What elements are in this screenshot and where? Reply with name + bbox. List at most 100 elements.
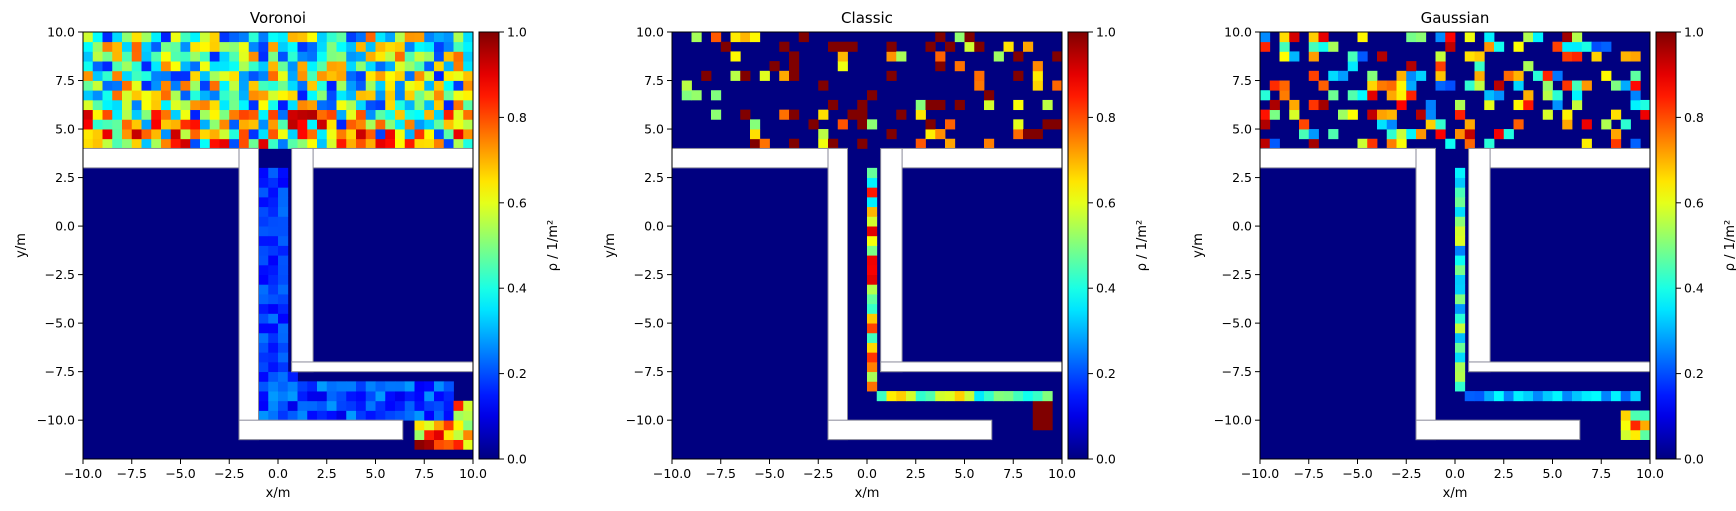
heatmap-cell [268, 342, 279, 353]
heatmap-cell [779, 70, 790, 81]
heatmap-cell [1640, 410, 1651, 421]
heatmap-cell [278, 90, 289, 101]
heatmap-cell [1032, 129, 1043, 140]
heatmap-cell [443, 51, 454, 62]
heatmap-cell [268, 129, 279, 140]
heatmap-cell [336, 381, 347, 392]
heatmap-cell [424, 80, 435, 91]
heatmap-cell [424, 90, 435, 101]
heatmap-cell [239, 51, 250, 62]
heatmap-cell [258, 206, 269, 217]
heatmap-cell [1523, 32, 1534, 43]
heatmap-cell [356, 70, 367, 81]
heatmap-cell [356, 51, 367, 62]
heatmap-cell [326, 400, 337, 411]
heatmap-cell [1630, 420, 1641, 431]
wall-segment [82, 147, 240, 169]
heatmap-cell [720, 41, 731, 52]
heatmap-cell [326, 32, 337, 43]
heatmap-cell [1289, 32, 1300, 43]
heatmap-cell [1542, 70, 1553, 81]
heatmap-cell [297, 400, 308, 411]
heatmap-cell [365, 410, 376, 421]
heatmap-cell [375, 410, 386, 421]
heatmap-cell [1013, 70, 1024, 81]
heatmap-cell [711, 32, 722, 43]
heatmap-cell [112, 41, 123, 52]
heatmap-cell [278, 410, 289, 421]
heatmap-cell [1591, 391, 1602, 402]
heatmap-cell [161, 80, 172, 91]
heatmap-cell [1572, 80, 1583, 91]
heatmap-cell [414, 32, 425, 43]
heatmap-cell [964, 32, 975, 43]
heatmap-cell [209, 90, 220, 101]
heatmap-cell [395, 61, 406, 72]
heatmap-cell [1416, 129, 1427, 140]
heatmap-cell [1484, 32, 1495, 43]
heatmap-cell [317, 51, 328, 62]
heatmap-cell [151, 129, 162, 140]
heatmap-cell [404, 32, 415, 43]
heatmap-cell [326, 90, 337, 101]
colorbar-tick-label: 0.0 [1096, 452, 1116, 467]
heatmap-cell [278, 313, 289, 324]
heatmap-cell [122, 99, 133, 111]
heatmap-cell [1347, 61, 1358, 72]
heatmap-cell [151, 61, 162, 72]
heatmap-cell [1484, 99, 1495, 111]
heatmap-cell [209, 41, 220, 52]
heatmap-cell [131, 70, 142, 81]
heatmap-cell [414, 61, 425, 72]
heatmap-cell [925, 41, 936, 52]
heatmap-cell [122, 70, 133, 81]
heatmap-cell [346, 80, 357, 91]
heatmap-cell [740, 109, 751, 120]
heatmap-cell [161, 41, 172, 52]
wall-segment [889, 147, 1063, 169]
heatmap-cell [1542, 90, 1553, 101]
colorbar-tick-label: 0.0 [507, 452, 527, 467]
heatmap-cell [1513, 70, 1524, 81]
heatmap-cell [219, 41, 230, 52]
heatmap-cell [112, 109, 123, 120]
heatmap-cell [248, 99, 259, 111]
heatmap-cell [1386, 138, 1397, 149]
heatmap-cell [102, 129, 113, 140]
y-tick-label: 10.0 [47, 25, 75, 40]
heatmap-cell [993, 51, 1004, 62]
heatmap-cell [1455, 264, 1466, 276]
heatmap-cell [248, 80, 259, 91]
heatmap-cell [268, 109, 279, 120]
heatmap-cell [1318, 41, 1329, 52]
heatmap-cell [356, 410, 367, 421]
heatmap-cell [443, 99, 454, 111]
heatmap-cell [886, 391, 897, 402]
heatmap-cell [1494, 80, 1505, 91]
heatmap-cell [1581, 80, 1592, 91]
heatmap-cell [83, 109, 94, 120]
heatmap-cell [453, 400, 464, 411]
heatmap-cell [258, 226, 269, 237]
heatmap-cell [346, 90, 357, 101]
colorbar-tick-label: 0.8 [1684, 110, 1704, 125]
heatmap-cell [287, 70, 298, 81]
heatmap-cell [1318, 80, 1329, 91]
colorbar-tick-label: 1.0 [507, 25, 527, 40]
heatmap-cell [239, 70, 250, 81]
heatmap-cell [1572, 32, 1583, 43]
x-tick-label: 0.0 [857, 466, 877, 481]
heatmap-cell [278, 235, 289, 246]
heatmap-cell [365, 51, 376, 62]
heatmap-cell [307, 61, 318, 72]
heatmap-cell [190, 109, 201, 120]
y-tick-label: 10.0 [636, 25, 664, 40]
heatmap-cell [1308, 32, 1319, 43]
heatmap-cell [886, 41, 897, 52]
heatmap-cell [307, 109, 318, 120]
heatmap-cell [180, 70, 191, 81]
heatmap-cell [730, 70, 741, 81]
y-tick-label: 5.0 [55, 122, 75, 137]
wall-segment [1468, 361, 1651, 373]
heatmap-cell [287, 391, 298, 402]
